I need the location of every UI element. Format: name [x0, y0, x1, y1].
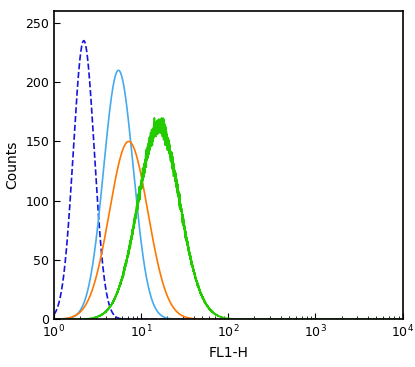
X-axis label: FL1-H: FL1-H [208, 346, 248, 360]
Y-axis label: Counts: Counts [6, 141, 20, 189]
